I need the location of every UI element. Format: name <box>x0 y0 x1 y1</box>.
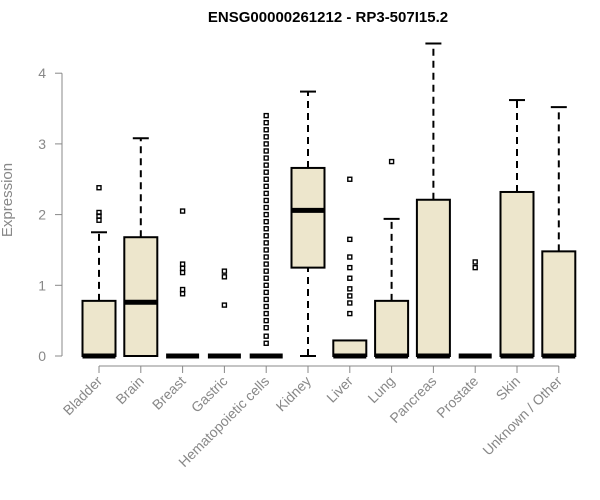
x-tick-label: Unknown / Other <box>479 373 565 459</box>
box-iqr <box>374 299 410 358</box>
box-group <box>123 137 159 357</box>
outlier-point <box>263 119 269 126</box>
y-tick-label: 1 <box>38 277 46 293</box>
outlier-point <box>347 236 353 243</box>
outlier-point <box>263 211 269 218</box>
x-tick-label: Lung <box>364 373 397 406</box>
outlier-point <box>263 240 269 246</box>
outlier-point <box>179 208 186 214</box>
box-group <box>166 208 200 359</box>
box-iqr <box>415 198 451 357</box>
y-tick-label: 0 <box>38 348 46 364</box>
x-tick-label: Prostate <box>433 373 481 421</box>
outlier-point <box>263 134 269 140</box>
x-tick-label: Liver <box>323 373 356 406</box>
outlier-point <box>472 259 478 265</box>
outlier-point <box>221 302 228 308</box>
outlier-point <box>96 217 102 223</box>
box-iqr <box>290 166 326 269</box>
outlier-point <box>263 148 269 154</box>
outlier-point <box>263 127 269 133</box>
box-group <box>290 90 326 357</box>
outlier-point <box>221 274 228 280</box>
outlier-point <box>179 269 186 276</box>
outlier-point <box>263 176 269 182</box>
outlier-point <box>263 303 269 310</box>
y-tick-label: 4 <box>38 65 46 81</box>
outlier-point <box>263 289 269 296</box>
outlier-point <box>263 268 269 274</box>
box-group <box>415 42 451 359</box>
outlier-point <box>263 218 269 225</box>
outlier-point <box>179 291 186 297</box>
chart-title: ENSG00000261212 - RP3-507I15.2 <box>208 9 448 26</box>
outlier-point <box>96 185 102 191</box>
y-axis-label: Expression <box>0 163 16 237</box>
box-iqr <box>81 299 117 358</box>
outlier-point <box>263 141 269 147</box>
y-axis: 0 1 2 3 4 <box>38 65 63 364</box>
outlier-point <box>263 155 269 161</box>
box-group <box>207 268 241 359</box>
x-tick-label: Skin <box>493 373 524 404</box>
outlier-point <box>388 158 395 165</box>
outlier-point <box>263 197 269 204</box>
x-tick-label: Brain <box>112 373 146 407</box>
outlier-point <box>263 310 269 317</box>
outlier-point <box>263 296 269 303</box>
boxes <box>81 42 577 359</box>
outlier-point <box>263 233 269 239</box>
outlier-point <box>263 317 269 324</box>
box-group <box>541 106 577 359</box>
outlier-point <box>263 183 269 190</box>
outlier-point <box>263 247 269 253</box>
outlier-point <box>263 254 269 260</box>
outlier-point <box>347 275 353 281</box>
outlier-point <box>347 254 353 260</box>
outlier-point <box>263 333 269 339</box>
outlier-point <box>179 265 186 272</box>
outlier-point <box>347 293 353 299</box>
outlier-point <box>179 286 186 293</box>
box-group <box>332 176 368 359</box>
box-group <box>249 112 283 359</box>
outlier-point <box>179 261 186 267</box>
outlier-point <box>347 310 353 317</box>
outlier-point <box>263 275 269 281</box>
outlier-point <box>263 162 269 168</box>
outlier-point <box>263 226 269 232</box>
outlier-point <box>472 264 478 271</box>
y-tick-label: 3 <box>38 136 46 152</box>
outlier-point <box>347 300 353 306</box>
outlier-point <box>263 325 269 331</box>
outlier-point <box>96 209 102 216</box>
outlier-point <box>347 264 353 271</box>
box-iqr <box>499 190 535 357</box>
x-tick-label: Kidney <box>273 373 315 415</box>
box-iqr <box>541 250 577 357</box>
outlier-point <box>347 176 353 182</box>
box-group <box>81 185 117 359</box>
outlier-point <box>263 340 269 346</box>
outlier-point <box>263 190 269 197</box>
outlier-point <box>263 204 269 211</box>
box-iqr <box>123 236 159 357</box>
x-tick-label: Breast <box>149 373 189 413</box>
x-tick-label: Bladder <box>60 373 106 419</box>
box-group <box>458 259 492 359</box>
box-group <box>499 99 535 359</box>
box-group <box>374 158 410 359</box>
outlier-point <box>263 282 269 288</box>
outlier-point <box>263 112 269 119</box>
y-tick-label: 2 <box>38 207 46 223</box>
outlier-point <box>263 169 269 175</box>
outlier-point <box>221 268 228 274</box>
outlier-point <box>347 286 353 292</box>
outlier-point <box>263 261 269 267</box>
